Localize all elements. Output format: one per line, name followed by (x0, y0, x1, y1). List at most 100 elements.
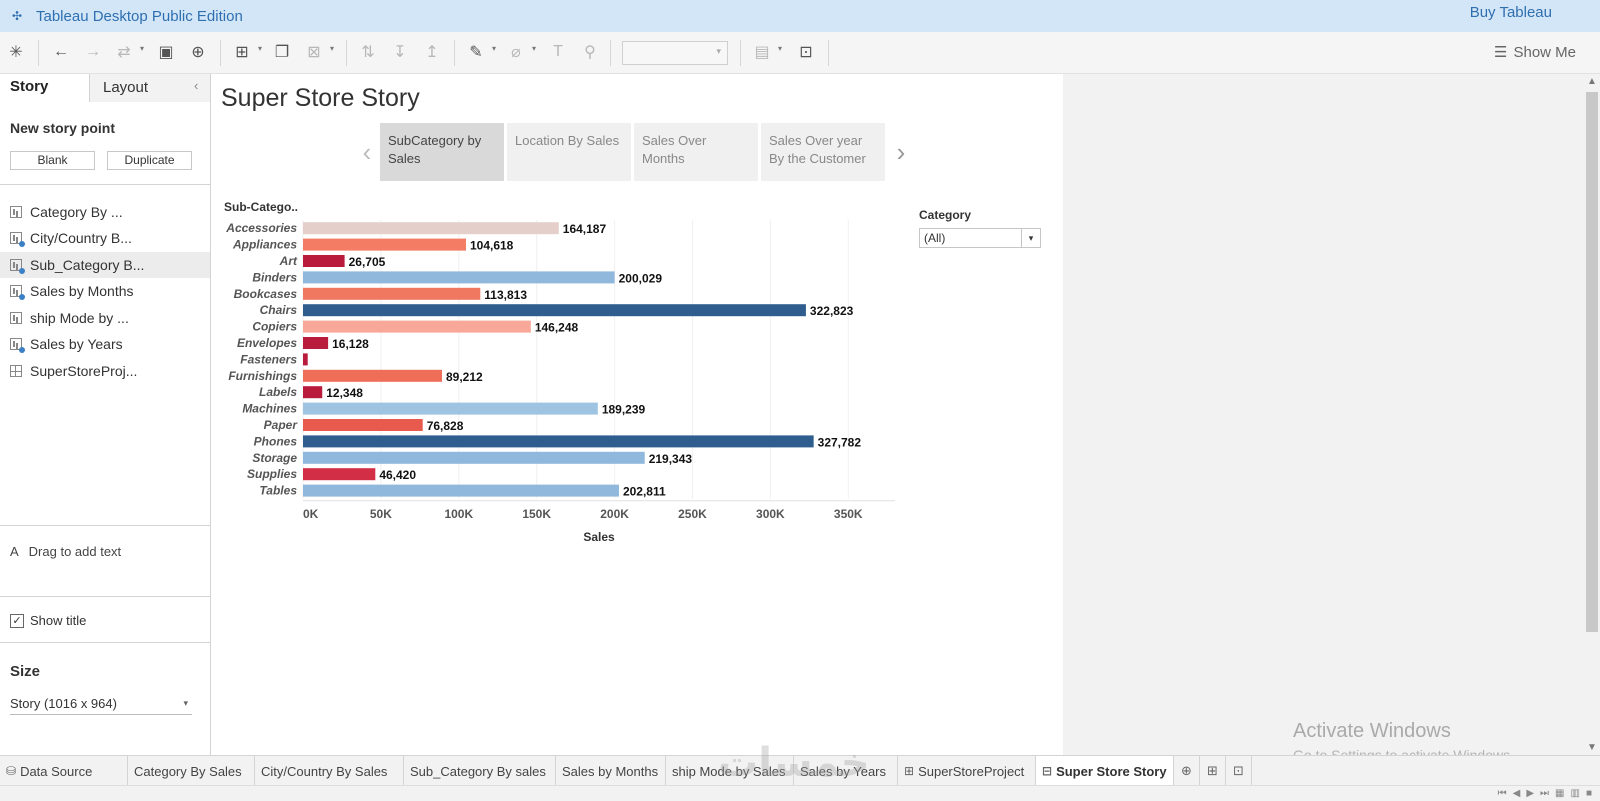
sort-ascending-icon[interactable]: ↧ (393, 44, 407, 61)
bar (303, 419, 423, 431)
scrollbar-thumb[interactable] (1586, 92, 1598, 632)
checkbox-checked-icon[interactable]: ✓ (10, 613, 24, 628)
tab-label: City/Country By Sales (261, 763, 388, 779)
new-worksheet-tab-icon[interactable]: ⊕ (1174, 756, 1200, 786)
replace-data-source-icon[interactable]: ⇄ (117, 44, 131, 61)
sheet-list-item[interactable]: SuperStoreProj... (0, 358, 210, 384)
category-label: Paper (264, 418, 299, 432)
tab-sub-category-by-sales[interactable]: Sub_Category By sales (404, 756, 556, 786)
tab-label: Data Source (20, 763, 93, 779)
duplicate-sheet-icon[interactable]: ❐ (274, 44, 290, 61)
story-point-months[interactable]: Sales Over Months (634, 123, 758, 181)
presentation-mode-icon[interactable]: ⊡ (799, 44, 813, 61)
fix-axes-icon[interactable]: ⚲ (584, 44, 596, 61)
sheet-list-item[interactable]: Sales by Years (0, 331, 210, 357)
show-filmstrip-icon[interactable]: ▥ (1570, 788, 1580, 799)
collapse-sidebar-icon[interactable]: ‹ (194, 78, 199, 93)
show-tabs-icon[interactable]: ■ (1585, 788, 1592, 799)
next-point-icon[interactable]: › (896, 136, 906, 167)
new-story-tab-icon[interactable]: ⊡ (1226, 756, 1252, 786)
tab-sales-by-months[interactable]: Sales by Months (556, 756, 666, 786)
data-label: 46,420 (379, 468, 416, 482)
show-mark-labels-icon[interactable]: T (553, 43, 563, 60)
x-axis-title: Sales (583, 530, 615, 544)
map-sheet-icon (10, 232, 25, 247)
status-icons: ⏮ ◀ ▶ ⏭ ▦ ▥ ■ (1498, 788, 1592, 799)
sheet-list-item[interactable]: Category By ... (0, 199, 210, 225)
category-label: Tables (259, 484, 297, 498)
tab-story[interactable]: Story (0, 74, 89, 102)
dashboard-icon (10, 365, 22, 377)
toolbar-separator (220, 40, 221, 66)
drag-text-item[interactable]: A Drag to add text (10, 544, 121, 559)
data-label: 322,823 (810, 304, 854, 318)
scroll-down-icon[interactable]: ▼ (1587, 742, 1597, 753)
blank-button[interactable]: Blank (10, 151, 95, 170)
scroll-up-icon[interactable]: ▲ (1587, 76, 1597, 87)
story-point-location[interactable]: Location By Sales (507, 123, 631, 181)
tab-city-country-by-sales[interactable]: City/Country By Sales (255, 756, 404, 786)
bar (303, 468, 376, 481)
category-label: Appliances (232, 238, 297, 252)
sheet-list-item[interactable]: Sales by Months (0, 278, 210, 304)
bar (303, 451, 645, 464)
tab-label: Sub_Category By sales (410, 763, 546, 779)
clear-sheet-icon[interactable]: ⊠ (307, 44, 321, 61)
tab-data-source[interactable]: ⛁ Data Source (0, 756, 128, 786)
show-cards-icon[interactable]: ▤ (754, 44, 770, 61)
category-filter-select[interactable]: (All) (919, 228, 1041, 248)
story-point-year-customer[interactable]: Sales Over year By the Customer (761, 123, 885, 181)
tab-super-store-story[interactable]: ⊟ Super Store Story (1036, 756, 1174, 786)
tab-superstore-project[interactable]: ⊞ SuperStoreProject (898, 756, 1036, 786)
sort-descending-icon[interactable]: ↥ (425, 44, 439, 61)
map-sheet-icon (10, 285, 25, 300)
tab-label: Super Store Story (1056, 763, 1167, 779)
story-point-subcategory[interactable]: SubCategory by Sales (380, 123, 504, 181)
category-filter: Category (All) (919, 208, 1041, 248)
show-me-button[interactable]: ☰ Show Me (1494, 43, 1576, 62)
story-icon: ⊟ (1042, 764, 1053, 778)
size-select[interactable]: Story (1016 x 964) (10, 693, 192, 715)
replace-dropdown-icon[interactable]: ▾ (140, 44, 145, 53)
group-members-icon[interactable]: ⌀ (511, 44, 521, 61)
clear-dropdown-icon[interactable]: ▾ (330, 44, 335, 53)
tab-category-by-sales[interactable]: Category By Sales (128, 756, 255, 786)
highlight-icon[interactable]: ✎ (469, 44, 483, 61)
fit-select[interactable] (622, 41, 728, 65)
show-sheet-sorter-icon[interactable]: ▦ (1555, 788, 1565, 799)
group-dropdown-icon[interactable]: ▾ (532, 44, 537, 53)
show-title-toggle[interactable]: ✓ Show title (10, 613, 86, 628)
next-sheet-icon[interactable]: ▶ (1526, 788, 1535, 799)
highlight-dropdown-icon[interactable]: ▾ (492, 44, 497, 53)
redo-icon[interactable]: → (85, 43, 101, 60)
previous-point-icon[interactable]: ‹ (362, 136, 372, 167)
category-label: Storage (252, 451, 297, 465)
sidebar-divider (0, 525, 210, 526)
map-sheet-icon (10, 338, 25, 353)
bar (303, 435, 814, 448)
new-worksheet-dropdown-icon[interactable]: ▾ (258, 44, 263, 53)
toolbar-separator (740, 40, 741, 66)
swap-rows-columns-icon[interactable]: ⇅ (361, 44, 375, 61)
tab-layout[interactable]: Layout (89, 74, 210, 102)
sheet-list-item[interactable]: ship Mode by ... (0, 305, 210, 331)
last-sheet-icon[interactable]: ⏭ (1540, 788, 1550, 799)
duplicate-button[interactable]: Duplicate (107, 151, 192, 170)
tab-label: ship Mode by Sales (672, 763, 786, 779)
data-label: 16,128 (332, 337, 369, 351)
tab-sales-by-years[interactable]: Sales by Years (794, 756, 898, 786)
vertical-scrollbar[interactable]: ▲ ▼ (1584, 74, 1600, 755)
previous-sheet-icon[interactable]: ◀ (1512, 788, 1521, 799)
new-data-source-icon[interactable]: ⊕ (191, 44, 205, 61)
undo-icon[interactable]: ← (53, 43, 69, 60)
save-icon[interactable]: ▣ (158, 44, 174, 61)
tab-ship-mode-by-sales[interactable]: ship Mode by Sales (666, 756, 794, 786)
new-dashboard-tab-icon[interactable]: ⊞ (1200, 756, 1226, 786)
tableau-menu-icon[interactable]: ✳ (9, 44, 23, 61)
cards-dropdown-icon[interactable]: ▾ (778, 44, 783, 53)
new-worksheet-icon[interactable]: ⊞ (235, 44, 249, 61)
sheet-list-item[interactable]: Sub_Category B... (0, 252, 210, 278)
sheet-list-item[interactable]: City/Country B... (0, 225, 210, 251)
first-sheet-icon[interactable]: ⏮ (1497, 788, 1507, 799)
buy-tableau-link[interactable]: Buy Tableau (1469, 4, 1552, 21)
